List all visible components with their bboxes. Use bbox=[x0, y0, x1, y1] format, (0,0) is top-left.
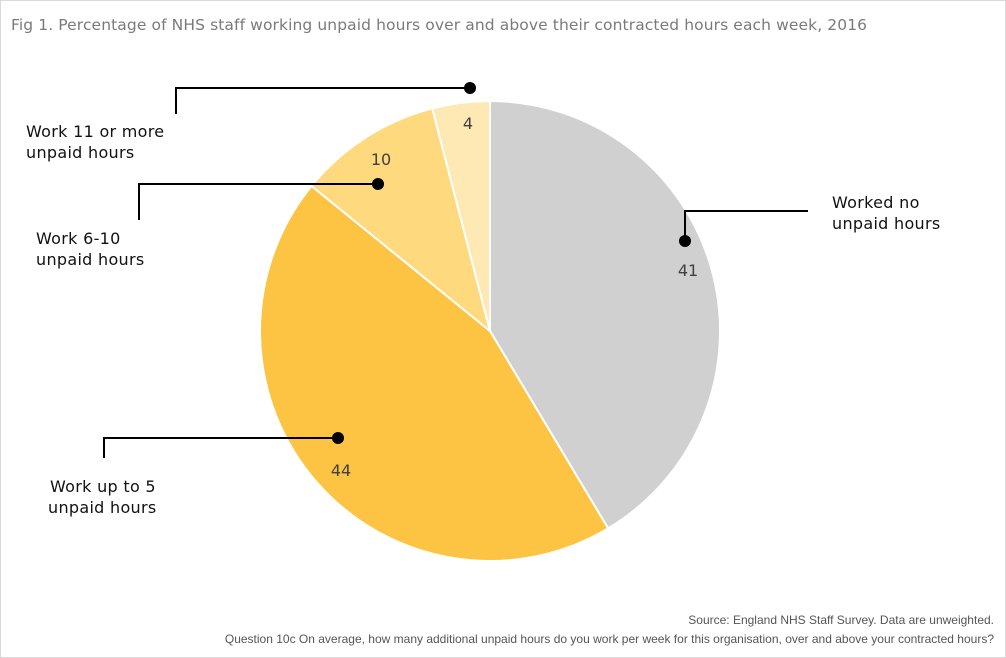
label-work-up-to-5: Work up to 5 bbox=[50, 477, 156, 496]
label-work-11-or-more-line2: unpaid hours bbox=[26, 143, 135, 162]
pie-slice-worked-no-unpaid-hours bbox=[489, 99, 721, 530]
value-label-worked-no-unpaid-hours: 41 bbox=[678, 261, 698, 280]
pie-slice-work-11-or-more-unpaid-hours bbox=[431, 99, 491, 332]
callout-line-worked-no-unpaid-hours bbox=[684, 210, 808, 241]
callout-dot-worked-no-unpaid-hours bbox=[679, 235, 691, 247]
label-worked-no-unpaid-hours-line2: unpaid hours bbox=[832, 214, 941, 233]
value-label-work-up-to-5-unpaid-hours: 44 bbox=[331, 461, 351, 480]
callout-dot-work-6-10-unpaid-hours bbox=[372, 178, 384, 190]
pie-slice-work-up-to-5-unpaid-hours bbox=[259, 184, 610, 562]
label-work-6-10-line2: unpaid hours bbox=[36, 250, 145, 269]
label-work-up-to-5-line2: unpaid hours bbox=[48, 498, 157, 517]
chart-title: Fig 1. Percentage of NHS staff working u… bbox=[11, 16, 868, 34]
value-label-work-11-or-more-unpaid-hours: 4 bbox=[463, 114, 473, 133]
pie-slices bbox=[259, 99, 721, 562]
label-work-6-10: Work 6-10 bbox=[36, 229, 121, 248]
value-label-work-6-10-unpaid-hours: 10 bbox=[371, 150, 391, 169]
callout-dot-work-11-or-more-unpaid-hours bbox=[464, 82, 476, 94]
footnote-question: Question 10c On average, how many additi… bbox=[224, 632, 994, 646]
label-work-11-or-more: Work 11 or more bbox=[26, 122, 165, 141]
callout-line-work-6-10-unpaid-hours bbox=[138, 183, 378, 220]
label-worked-no-unpaid-hours: Worked no bbox=[832, 193, 920, 212]
footnote-source: Source: England NHS Staff Survey. Data a… bbox=[688, 613, 994, 627]
pie-slice-work-6-10-unpaid-hours bbox=[310, 107, 492, 334]
callout-line-work-up-to-5-unpaid-hours bbox=[103, 437, 338, 458]
callout-dot-work-up-to-5-unpaid-hours bbox=[332, 432, 344, 444]
callout-line-work-11-or-more-unpaid-hours bbox=[175, 87, 470, 114]
pie-value-labels: 41 44 10 4 bbox=[331, 114, 698, 480]
pie-callouts bbox=[103, 82, 808, 458]
